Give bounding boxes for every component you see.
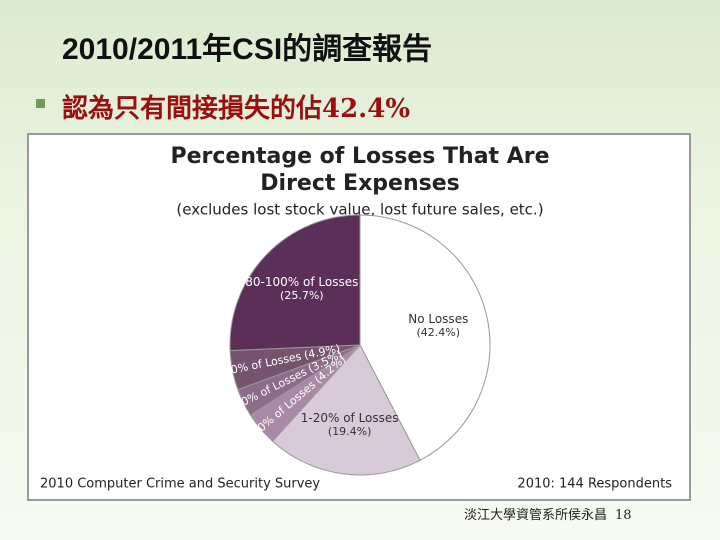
chart-note: 2010: 144 Respondents xyxy=(517,477,672,492)
footer: 淡江大學資管系所侯永昌 18 xyxy=(464,504,632,523)
category-label: 1-20% of Losses xyxy=(301,410,399,424)
pie-slice xyxy=(271,344,421,476)
bullet-marker xyxy=(36,99,45,108)
category-label: 80-100% of Losses xyxy=(245,275,358,289)
chart-subtitle: (excludes lost stock value, lost future … xyxy=(176,201,543,219)
value-label: (25.7%) xyxy=(280,289,324,302)
chart-title-line: Percentage of Losses That Are xyxy=(170,144,549,169)
value-label: (19.4%) xyxy=(328,425,372,438)
chart-source: 2010 Computer Crime and Security Survey xyxy=(40,477,320,492)
chart-title: Percentage of Losses That Are Direct Expe… xyxy=(170,144,549,196)
slice-label: No Losses (42.4%) xyxy=(408,311,468,339)
bullet-text: 認為只有間接損失的佔42.4% xyxy=(62,94,411,124)
slide-title: 2010/2011年CSI的調查報告 xyxy=(62,33,433,66)
category-label: No Losses xyxy=(408,311,468,325)
value-label: (42.4%) xyxy=(417,326,461,339)
page-number: 18 xyxy=(615,508,632,523)
chart-title-line: Direct Expenses xyxy=(260,171,459,196)
slice-label: 80-100% of Losses (25.7%) xyxy=(245,275,358,303)
pie-slice xyxy=(359,214,491,461)
slice-label: 1-20% of Losses (19.4%) xyxy=(301,410,399,438)
footer-author: 淡江大學資管系所侯永昌 xyxy=(464,508,608,523)
pie-slice xyxy=(229,214,361,352)
